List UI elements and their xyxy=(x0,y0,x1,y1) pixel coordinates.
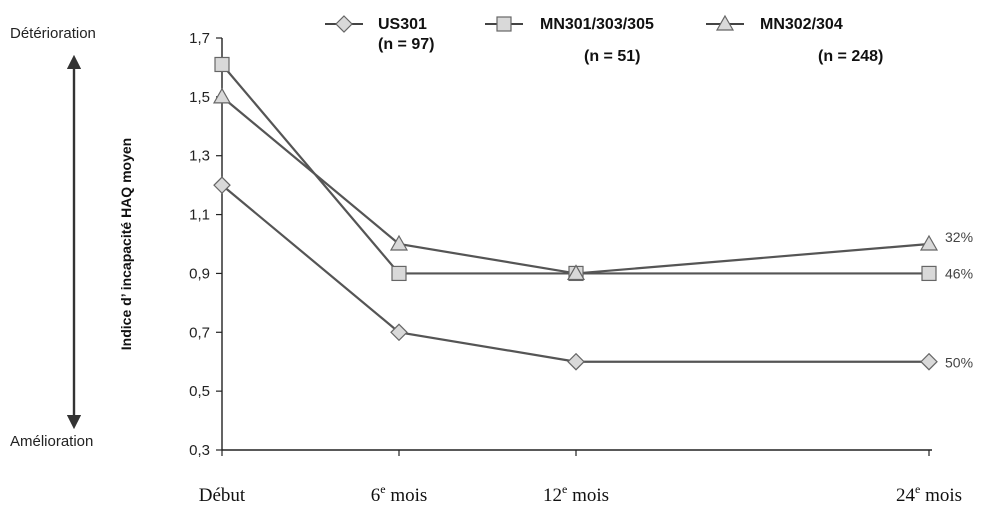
x-tick-label: 24e mois xyxy=(896,482,962,506)
legend: US301 (n = 97) MN301/303/305 (n = 51) MN302/… xyxy=(325,14,883,65)
y-tick-label: 1,3 xyxy=(189,148,210,165)
legend-series-name: MN301/303/305 xyxy=(540,16,654,33)
data-point-square xyxy=(391,265,407,282)
legend-series-name: US301 xyxy=(378,16,427,33)
y-tick-label: 0,3 xyxy=(189,442,210,459)
data-point-diamond xyxy=(920,352,938,371)
y-axis-label: Indice d’ incapacité HAQ moyen xyxy=(118,138,134,350)
legend-marker-triangle xyxy=(715,14,735,31)
series-markers xyxy=(212,56,939,371)
x-tick-label: Début xyxy=(199,485,246,506)
top-side-label: Détérioration xyxy=(10,25,96,42)
legend-sample-size: (n = 97) xyxy=(378,36,434,53)
legend-sample-size: (n = 51) xyxy=(584,48,640,65)
end-percent-label: 32% xyxy=(945,229,973,245)
data-point-square xyxy=(214,56,230,73)
data-point-triangle xyxy=(212,87,232,104)
series-line-triangle xyxy=(221,96,930,275)
legend-marker-diamond xyxy=(335,15,353,33)
y-ticks: 0,3 0,5 0,7 0,9 1,1 1,3 1,5 1,7 xyxy=(189,30,222,459)
y-tick-label: 1,1 xyxy=(189,207,210,224)
end-percent-label: 50% xyxy=(945,355,973,371)
x-tick-label: 12e mois xyxy=(543,482,609,506)
x-ticks: Début 6e mois 12e mois 24e mois xyxy=(199,450,962,506)
series-line-diamond xyxy=(221,184,929,363)
legend-marker-square xyxy=(496,16,512,32)
y-tick-label: 1,5 xyxy=(189,89,210,106)
legend-series-name: MN302/304 xyxy=(760,16,843,33)
legend-sample-size: (n = 248) xyxy=(818,48,883,65)
data-point-diamond xyxy=(390,323,408,342)
y-tick-label: 0,7 xyxy=(189,324,210,341)
bottom-side-label: Amélioration xyxy=(10,433,93,450)
data-point-diamond xyxy=(567,352,585,371)
data-point-triangle xyxy=(389,234,409,251)
x-tick-label: 6e mois xyxy=(371,482,428,506)
series-line-square xyxy=(221,63,929,275)
end-labels: 50% 46% 32% xyxy=(945,229,973,371)
end-percent-label: 46% xyxy=(945,265,973,281)
data-point-triangle xyxy=(566,264,586,281)
data-point-diamond xyxy=(213,176,231,194)
y-tick-label: 1,7 xyxy=(189,30,210,47)
series-lines xyxy=(221,63,930,363)
data-point-square xyxy=(921,265,937,282)
data-point-triangle xyxy=(919,234,939,251)
y-tick-label: 0,9 xyxy=(189,265,210,282)
y-tick-label: 0,5 xyxy=(189,383,210,400)
